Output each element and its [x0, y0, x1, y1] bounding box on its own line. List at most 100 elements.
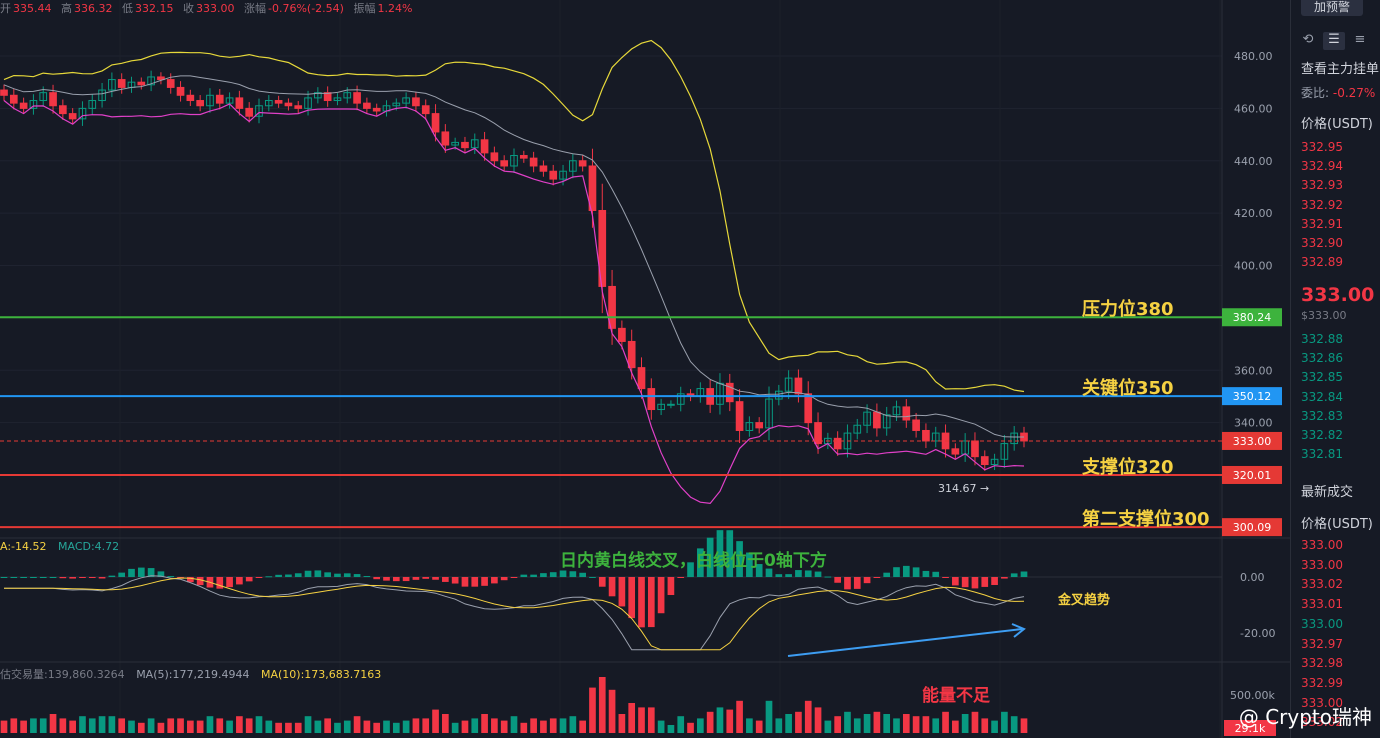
- bid-row[interactable]: 332.84: [1301, 389, 1343, 404]
- trade-row[interactable]: 332.97: [1301, 636, 1343, 651]
- candle-body: [147, 76, 155, 86]
- volume-bar: [863, 714, 871, 733]
- candle-body: [784, 377, 793, 392]
- trades-title[interactable]: 最新成交: [1301, 485, 1354, 500]
- book-icon[interactable]: ☰: [1323, 32, 1345, 50]
- bid-row[interactable]: 332.83: [1301, 408, 1343, 423]
- macd-dea-line: [4, 577, 1025, 651]
- volume-bar: [814, 707, 822, 733]
- macd-bar: [294, 573, 302, 577]
- price-tick-label: 440.00: [1234, 155, 1273, 168]
- low-volume-annotation: 能量不足: [922, 685, 990, 706]
- candle-body: [647, 388, 656, 411]
- macd-bar: [579, 572, 586, 577]
- macd-bar: [255, 577, 263, 578]
- bid-row[interactable]: 332.88: [1301, 332, 1343, 346]
- trade-row[interactable]: 333.02: [1301, 577, 1343, 592]
- ask-row[interactable]: 332.95: [1301, 140, 1343, 154]
- ask-row[interactable]: 332.91: [1301, 216, 1343, 231]
- candle-body: [68, 113, 77, 120]
- trade-row[interactable]: 332.98: [1301, 656, 1343, 671]
- low-marker: 314.67 →: [938, 482, 989, 495]
- volume-bar: [245, 718, 253, 733]
- macd-bar: [108, 575, 116, 577]
- candle-body: [902, 406, 911, 421]
- candle-body: [59, 105, 67, 115]
- candle-body: [304, 97, 312, 109]
- candle-body: [421, 105, 430, 115]
- macd-bar: [157, 571, 165, 577]
- trade-row[interactable]: 333.02: [1301, 715, 1343, 730]
- trade-row[interactable]: 332.99: [1301, 675, 1343, 690]
- candlestick-chart[interactable]: 480.00460.00440.00420.00400.00380.00360.…: [0, 0, 1290, 738]
- trend-arrow-head: [1011, 623, 1026, 638]
- candle-body: [676, 393, 685, 405]
- macd-bar: [549, 572, 557, 577]
- trend-arrow: [787, 628, 1023, 657]
- volume-bar: [932, 718, 940, 733]
- candle-body: [637, 367, 646, 390]
- price-tick-label: 480.00: [1234, 50, 1273, 63]
- volume-bar: [755, 720, 763, 733]
- bid-row[interactable]: 332.85: [1301, 370, 1343, 385]
- bid-row[interactable]: 332.81: [1301, 447, 1343, 462]
- candle-body: [814, 422, 822, 445]
- trade-row[interactable]: 333.00: [1301, 538, 1343, 552]
- bids-icon[interactable]: ≡: [1354, 32, 1366, 47]
- macd-bar: [491, 577, 498, 584]
- macd-annotation: 日内黄白线交叉，白线位于0轴下方: [560, 550, 827, 571]
- ask-row[interactable]: 332.94: [1301, 159, 1343, 174]
- volume-bar: [628, 703, 636, 733]
- macd-bar: [285, 574, 292, 577]
- macd-bar: [432, 577, 439, 580]
- trade-row[interactable]: 333.00: [1301, 695, 1343, 710]
- bid-row[interactable]: 332.86: [1301, 351, 1343, 366]
- candle-body: [235, 97, 244, 109]
- candle-body: [294, 105, 303, 109]
- macd-bar: [147, 568, 155, 577]
- volume-bar: [569, 716, 577, 733]
- volume-bar: [991, 720, 998, 733]
- volume-bar: [540, 720, 547, 733]
- volume-bar: [314, 720, 322, 733]
- macd-bar: [422, 577, 430, 579]
- macd-bar: [265, 576, 273, 578]
- volume-bar: [961, 714, 969, 733]
- macd-bar: [49, 577, 57, 578]
- trade-row[interactable]: 333.00: [1301, 616, 1343, 631]
- macd-bar: [922, 570, 930, 577]
- orderbook-title[interactable]: 查看主力挂单: [1301, 62, 1380, 77]
- volume-bar: [530, 718, 537, 733]
- candle-body: [88, 100, 97, 109]
- trade-row[interactable]: 333.01: [1301, 597, 1343, 612]
- volume-bar: [1010, 716, 1018, 733]
- macd-bar: [628, 577, 636, 619]
- volume-bar: [834, 716, 841, 733]
- ask-row[interactable]: 332.93: [1301, 178, 1343, 193]
- volume-bar: [20, 720, 27, 733]
- volume-bar: [461, 720, 469, 733]
- macd-bar: [559, 570, 567, 577]
- bid-row[interactable]: 332.82: [1301, 428, 1343, 442]
- candle-body: [19, 102, 28, 109]
- level-tag-text: 333.00: [1233, 435, 1272, 448]
- ask-row[interactable]: 332.89: [1301, 255, 1343, 270]
- ask-row[interactable]: 332.90: [1301, 236, 1343, 250]
- trade-row[interactable]: 333.00: [1301, 557, 1343, 572]
- price-tick-label: 400.00: [1234, 260, 1273, 273]
- volume-current-tag: [1224, 720, 1276, 736]
- candle-body: [667, 403, 675, 406]
- volume-bar: [10, 718, 18, 733]
- volume-bar: [638, 707, 645, 733]
- candle-body: [794, 377, 803, 395]
- volume-bar: [736, 700, 743, 733]
- add-alert-button[interactable]: 加预警: [1301, 0, 1363, 16]
- level-tag: [1222, 308, 1282, 327]
- macd-bar: [677, 577, 685, 578]
- volume-bar: [255, 716, 263, 733]
- candle-body: [990, 458, 999, 466]
- reset-icon[interactable]: ⟲: [1302, 32, 1314, 47]
- volume-bar: [608, 689, 616, 733]
- volume-bar: [294, 722, 302, 733]
- ask-row[interactable]: 332.92: [1301, 197, 1343, 212]
